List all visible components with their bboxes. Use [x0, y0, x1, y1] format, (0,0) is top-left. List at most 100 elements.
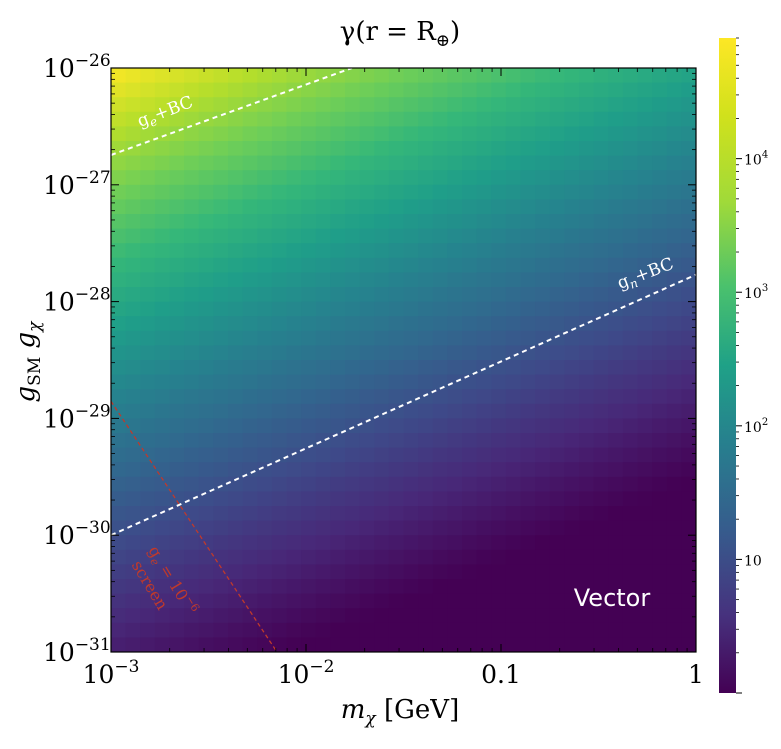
heatmap-cell	[154, 68, 171, 84]
heatmap-cell	[257, 535, 273, 551]
heatmap-cell	[462, 68, 478, 84]
heatmap-cell	[374, 199, 390, 215]
heatmap-cell	[213, 374, 229, 390]
heatmap-cell	[345, 126, 361, 142]
heatmap-cell	[462, 155, 478, 171]
heatmap-cell	[184, 330, 200, 346]
heatmap-cell	[622, 462, 639, 478]
heatmap-cell	[388, 228, 405, 244]
heatmap-cell	[184, 111, 200, 127]
heatmap-cell	[403, 82, 419, 98]
heatmap-cell	[257, 316, 273, 332]
heatmap-cell	[579, 374, 595, 390]
heatmap-cell	[432, 608, 448, 624]
heatmap-cell	[330, 345, 346, 361]
heatmap-cell	[242, 608, 258, 624]
heatmap-cell	[228, 374, 244, 390]
heatmap-cell	[257, 637, 273, 652]
heatmap-cell	[637, 243, 653, 259]
heatmap-cell	[154, 301, 171, 317]
heatmap-cell	[666, 287, 682, 303]
heatmap-cell	[111, 462, 127, 478]
heatmap-cell	[652, 549, 668, 565]
heatmap-cell	[257, 345, 273, 361]
heatmap-cell	[652, 491, 668, 507]
heatmap-cell	[198, 433, 214, 449]
heatmap-cell	[111, 535, 127, 551]
heatmap-cell	[491, 82, 507, 98]
heatmap-cell	[447, 374, 463, 390]
heatmap-cell	[535, 462, 551, 478]
heatmap-cell	[652, 593, 668, 609]
heatmap-cell	[520, 491, 536, 507]
heatmap-cell	[403, 447, 419, 463]
heatmap-cell	[228, 272, 244, 288]
heatmap-cell	[271, 126, 288, 142]
heatmap-cell	[345, 433, 361, 449]
heatmap-cell	[140, 418, 156, 434]
heatmap-cell	[257, 360, 273, 376]
heatmap-cell	[374, 170, 390, 186]
heatmap-cell	[593, 243, 609, 259]
heatmap-cell	[622, 389, 639, 405]
heatmap-cell	[681, 316, 696, 332]
heatmap-cell	[374, 476, 390, 492]
heatmap-cell	[169, 476, 185, 492]
heatmap-cell	[593, 97, 609, 113]
heatmap-cell	[374, 82, 390, 98]
heatmap-cell	[345, 535, 361, 551]
heatmap-cell	[520, 579, 536, 595]
heatmap-cell	[520, 287, 536, 303]
heatmap-cell	[403, 199, 419, 215]
colorbar-tick-label: 103	[744, 283, 768, 302]
heatmap-cell	[593, 447, 609, 463]
heatmap-cell	[257, 287, 273, 303]
heatmap-cell	[257, 389, 273, 405]
heatmap-cell	[447, 316, 463, 332]
heatmap-cell	[666, 170, 682, 186]
heatmap-cell	[359, 608, 375, 624]
heatmap-cell	[418, 579, 434, 595]
heatmap-cell	[432, 330, 448, 346]
heatmap-cell	[681, 637, 696, 652]
chart-title: γ(r = R⊕)	[340, 17, 460, 51]
heatmap-cell	[228, 82, 244, 98]
heatmap-cell	[549, 447, 565, 463]
heatmap-cell	[491, 184, 507, 200]
heatmap-cell	[520, 126, 536, 142]
heatmap-cell	[608, 476, 624, 492]
heatmap-cell	[505, 520, 522, 536]
heatmap-cell	[535, 549, 551, 565]
heatmap-cell	[315, 389, 331, 405]
heatmap-cell	[242, 141, 258, 157]
heatmap-cell	[140, 564, 156, 580]
heatmap-cell	[681, 622, 696, 638]
heatmap-cell	[154, 622, 171, 638]
heatmap-cell	[301, 579, 317, 595]
heatmap-cell	[418, 199, 434, 215]
heatmap-cell	[154, 579, 171, 595]
heatmap-cell	[491, 155, 507, 171]
heatmap-cell	[476, 549, 492, 565]
heatmap-cell	[462, 257, 478, 273]
heatmap-cell	[315, 287, 331, 303]
heatmap-cell	[403, 170, 419, 186]
heatmap-cell	[286, 330, 302, 346]
heatmap-cell	[374, 126, 390, 142]
heatmap-cell	[330, 622, 346, 638]
heatmap-cell	[418, 447, 434, 463]
heatmap-cell	[418, 68, 434, 84]
heatmap-cell	[579, 593, 595, 609]
heatmap-cell	[125, 579, 141, 595]
heatmap-cell	[374, 111, 390, 127]
heatmap-cell	[198, 184, 214, 200]
heatmap-cell	[169, 97, 185, 113]
heatmap-cell	[315, 97, 331, 113]
heatmap-cell	[184, 82, 200, 98]
heatmap-cell	[140, 287, 156, 303]
heatmap-cell	[622, 564, 639, 580]
heatmap-cell	[374, 520, 390, 536]
heatmap-cell	[418, 126, 434, 142]
heatmap-cell	[535, 330, 551, 346]
